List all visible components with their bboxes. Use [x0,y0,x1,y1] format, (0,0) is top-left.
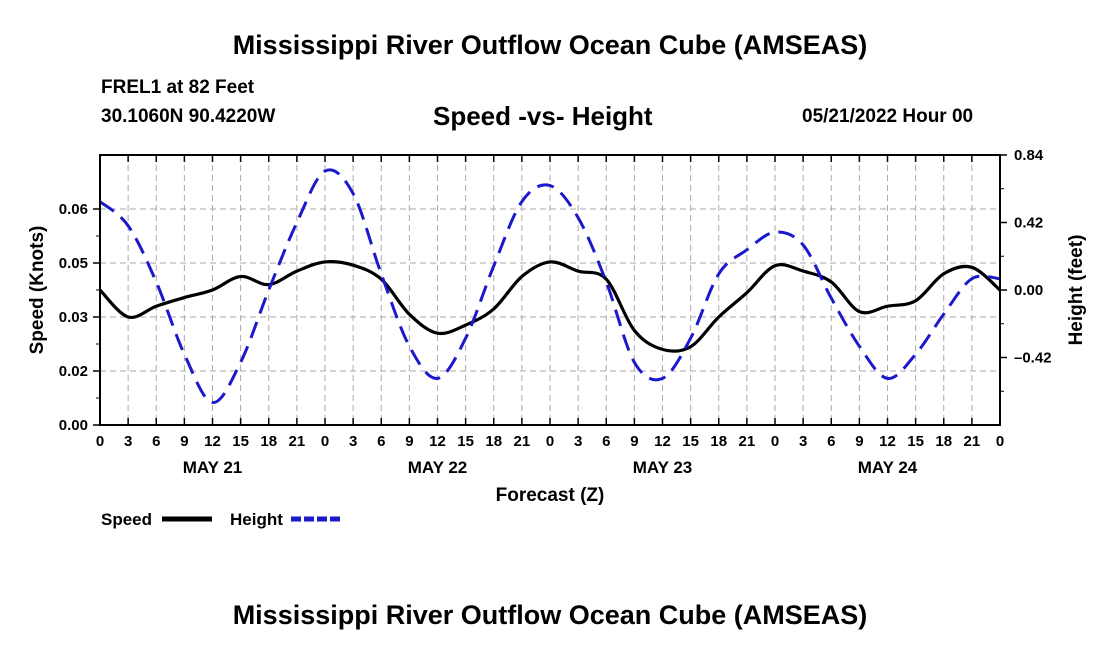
legend-label-speed: Speed [101,510,152,529]
speed-series-line [98,260,1002,353]
x-tick-label: 3 [349,433,357,450]
x-tick-label: 9 [855,433,863,450]
y-tick-label: 0.02 [59,363,88,380]
legend-label-height: Height [230,510,283,529]
y2-tick-label: –0.42 [1014,350,1052,367]
x-tick-label: 9 [630,433,638,450]
series-layer [98,168,1002,404]
x-tick-label: 12 [204,433,221,450]
x-tick-label: 6 [377,433,385,450]
date-label: MAY 22 [408,458,468,477]
x-tick-label: 0 [96,433,104,450]
y-tick-label: 0.03 [59,309,88,326]
x-tick-label: 3 [124,433,132,450]
date-label: MAY 23 [633,458,693,477]
y-tick-label: 0.00 [59,417,88,434]
date-label: MAY 21 [183,458,243,477]
x-tick-label: 18 [260,433,277,450]
x-tick-label: 15 [682,433,699,450]
station-name: FREL1 at 82 Feet [101,77,255,98]
date-label: MAY 24 [858,458,918,477]
x-tick-label: 18 [485,433,502,450]
x-tick-label: 6 [152,433,160,450]
y-tick-label: 0.05 [59,255,88,272]
x-tick-label: 0 [546,433,554,450]
tick-layer [93,154,1007,426]
x-tick-label: 15 [457,433,474,450]
x-tick-label: 9 [180,433,188,450]
x-tick-label: 0 [771,433,779,450]
x-tick-label: 12 [879,433,896,450]
x-tick-label: 3 [799,433,807,450]
station-coordinates: 30.1060N 90.4220W [101,106,276,127]
y-tick-label: 0.06 [59,201,88,218]
x-tick-label: 6 [827,433,835,450]
y2-axis-title: Height (feet) [1066,235,1087,346]
run-datetime: 05/21/2022 Hour 00 [802,106,974,127]
y2-tick-label: 0.84 [1014,147,1044,164]
label-layer: 0 3 6 9 12 15 18 21 0 3 6 9 12 15 18 21 0 3 6 9 12 15 18 21 0 3 6 9… [27,147,1087,506]
x-tick-label: 9 [405,433,413,450]
grid-layer [100,155,1000,425]
x-tick-label: 18 [935,433,952,450]
chart-title: Speed -vs- Height [433,101,653,131]
main-title: Mississippi River Outflow Ocean Cube (AM… [232,30,868,60]
x-tick-label: 12 [654,433,671,450]
y-axis-title: Speed (Knots) [27,226,48,355]
x-tick-label: 18 [710,433,727,450]
x-tick-label: 3 [574,433,582,450]
x-tick-label: 6 [602,433,610,450]
footer-title: Mississippi River Outflow Ocean Cube (AM… [232,600,868,630]
x-tick-label: 21 [964,433,981,450]
x-tick-label: 0 [996,433,1004,450]
height-series-line [99,168,1001,404]
x-axis-title: Forecast (Z) [496,485,605,506]
x-tick-label: 0 [321,433,329,450]
x-tick-label: 21 [289,433,306,450]
y2-tick-label: 0.42 [1014,215,1043,232]
x-tick-label: 21 [739,433,756,450]
x-tick-label: 15 [232,433,249,450]
legend: Speed Height [101,510,342,529]
y2-tick-label: 0.00 [1014,282,1043,299]
x-tick-label: 15 [907,433,924,450]
x-tick-label: 21 [514,433,531,450]
x-tick-label: 12 [429,433,446,450]
